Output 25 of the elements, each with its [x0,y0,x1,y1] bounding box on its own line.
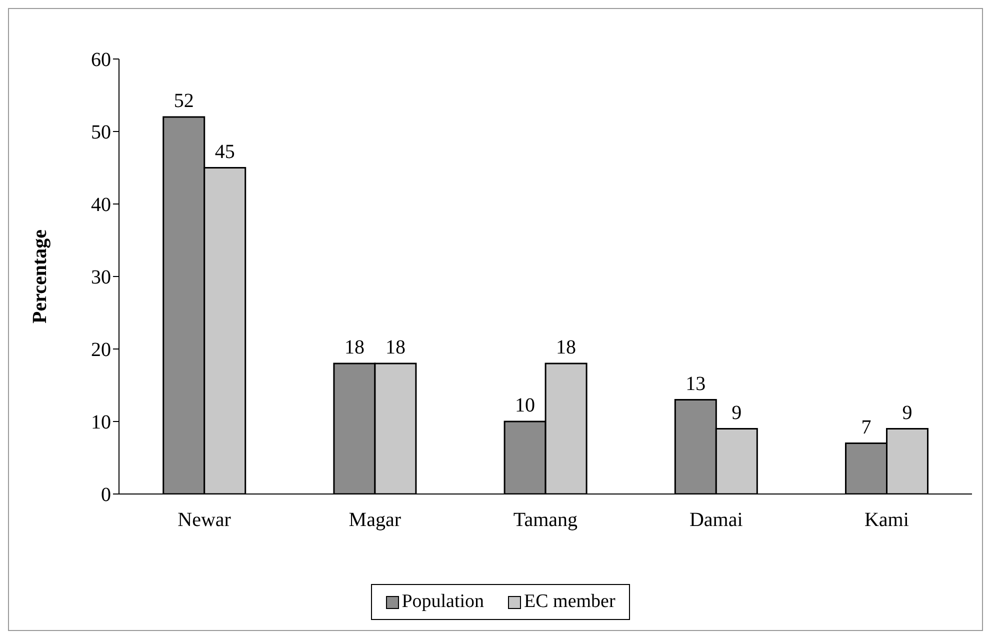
x-tick-label: Newar [178,509,232,532]
data-label: 18 [556,336,576,358]
data-label: 10 [515,394,536,416]
data-label: 18 [344,336,364,358]
data-label: 45 [214,140,235,163]
x-tick-label: Magar [348,509,402,532]
data-label: 7 [861,416,872,438]
legend-label: EC member [523,591,616,613]
x-tick-label: Kami [864,509,910,532]
data-label: 13 [686,372,706,395]
y-tick-label: 30 [91,266,111,289]
x-tick-label: Tamang [513,509,578,532]
data-label: 52 [174,90,194,112]
data-label: 9 [732,402,742,424]
y-tick-label: 50 [91,122,111,144]
y-tick-label: 40 [91,194,111,216]
y-tick-label: 10 [91,412,111,434]
y-tick-label: 60 [91,49,111,72]
data-label: 9 [902,402,912,424]
y-axis-title: Percentage [29,229,52,324]
data-label: 18 [385,336,406,358]
y-tick-label: 20 [91,339,111,362]
legend-label: Population [400,591,484,613]
y-tick-label: 0 [101,484,111,506]
x-tick-label: Damai [689,509,744,532]
